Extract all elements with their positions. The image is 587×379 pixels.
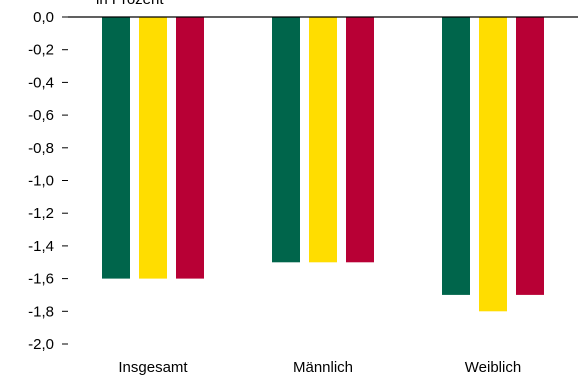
bar-insgesamt-series-3 (176, 17, 204, 279)
bar-insgesamt-series-1 (102, 17, 130, 279)
x-category-label: Männlich (293, 359, 353, 376)
y-tick-label: -0,4 (28, 74, 54, 91)
bar-männlich-series-3 (346, 17, 374, 263)
y-tick-label: -1,4 (28, 238, 54, 255)
x-category-label: Insgesamt (118, 359, 188, 376)
y-tick-label: -0,2 (28, 42, 54, 59)
x-category-label: Weiblich (465, 359, 521, 376)
chart-title: in Prozent (96, 0, 164, 8)
y-tick-label: -1,2 (28, 205, 54, 222)
y-tick-label: -2,0 (28, 336, 54, 353)
y-tick-label: -1,6 (28, 271, 54, 288)
bar-weiblich-series-2 (479, 17, 507, 312)
bar-männlich-series-2 (309, 17, 337, 263)
y-tick-label: -1,8 (28, 303, 54, 320)
y-tick-label: -1,0 (28, 173, 54, 190)
y-tick-label: -0,8 (28, 140, 54, 157)
bar-weiblich-series-1 (442, 17, 470, 295)
y-tick-label: 0,0 (33, 9, 54, 26)
bars (102, 17, 544, 312)
bar-männlich-series-1 (272, 17, 300, 263)
bar-insgesamt-series-2 (139, 17, 167, 279)
axes: 0,0 -0,2 -0,4 -0,6 -0,8 -1,0 -1,2 -1,4 -1,6 -1,8 -… (28, 9, 578, 376)
y-tick-label: -0,6 (28, 107, 54, 124)
bar-weiblich-series-3 (516, 17, 544, 295)
